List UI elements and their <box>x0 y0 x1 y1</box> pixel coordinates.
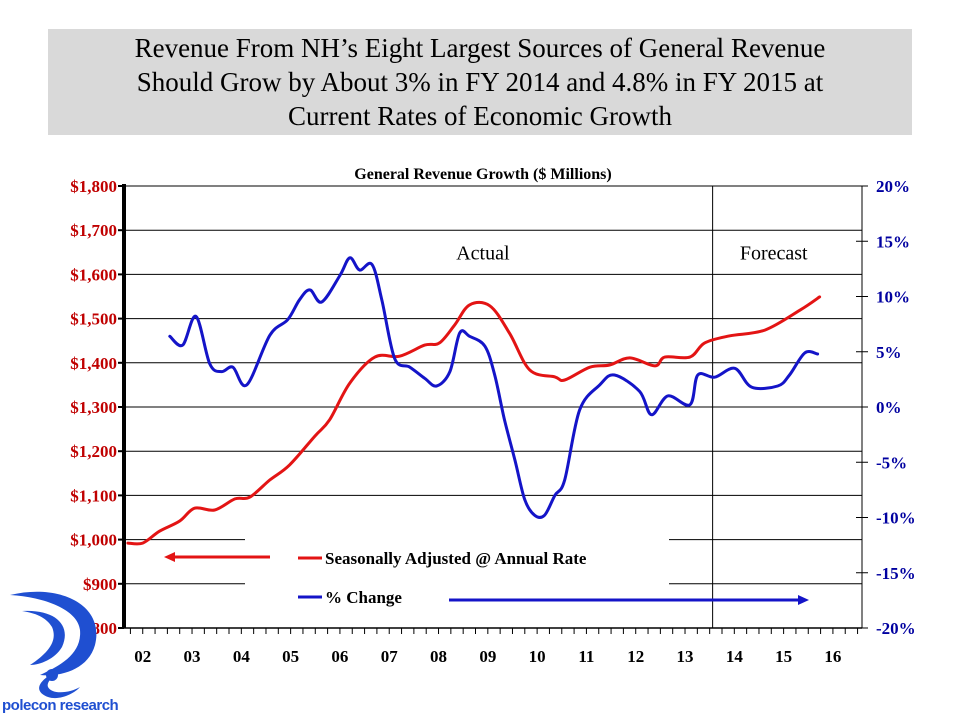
left-arrow-head-icon <box>164 552 175 562</box>
legend-background-group <box>245 528 669 616</box>
polecon-logo-icon <box>10 591 97 699</box>
tick-labels: $800$900$1,000$1,100$1,200$1,300$1,400$1… <box>70 177 915 666</box>
x-tick-label: 07 <box>381 647 399 666</box>
y-left-tick-label: $1,700 <box>70 221 117 240</box>
x-tick-label: 08 <box>430 647 447 666</box>
y-right-tick-label: -20% <box>876 619 916 638</box>
annotation-forecast: Forecast <box>740 242 808 264</box>
slide-title-line-1: Revenue From NH’s Eight Largest Sources … <box>134 33 826 63</box>
x-tick-label: 10 <box>529 647 546 666</box>
x-tick-label: 06 <box>331 647 348 666</box>
legend-label-revenue: Seasonally Adjusted @ Annual Rate <box>325 549 587 568</box>
x-tick-label: 12 <box>627 647 644 666</box>
series-group <box>126 256 822 546</box>
legend-background <box>245 528 669 616</box>
x-tick-label: 13 <box>677 647 694 666</box>
series-line-revenue <box>126 295 822 546</box>
y-right-tick-label: 0% <box>876 398 902 417</box>
y-right-tick-label: 15% <box>876 232 910 251</box>
x-tick-label: 04 <box>233 647 251 666</box>
x-tick-label: 15 <box>775 647 792 666</box>
x-tick-label: 09 <box>479 647 496 666</box>
right-arrow-head-icon <box>798 595 809 605</box>
y-left-tick-label: $900 <box>83 575 117 594</box>
y-left-tick-label: $1,400 <box>70 354 117 373</box>
slide-title-line-2: Should Grow by About 3% in FY 2014 and 4… <box>136 67 824 97</box>
y-left-tick-label: $1,000 <box>70 531 117 550</box>
x-tick-label: 14 <box>726 647 744 666</box>
legend: Seasonally Adjusted @ Annual Rate % Chan… <box>164 549 809 607</box>
y-left-tick-label: $1,600 <box>70 265 117 284</box>
logo-text: polecon research <box>2 697 119 714</box>
y-right-tick-label: -15% <box>876 564 916 583</box>
x-tick-label: 03 <box>184 647 201 666</box>
slide-title: Revenue From NH’s Eight Largest Sources … <box>48 29 912 135</box>
y-right-tick-label: -5% <box>876 453 907 472</box>
y-left-tick-label: $1,300 <box>70 398 117 417</box>
annotation-actual: Actual <box>456 242 510 264</box>
x-tick-label: 02 <box>134 647 151 666</box>
legend-label-pct-change: % Change <box>325 588 402 607</box>
x-tick-label: 16 <box>824 647 841 666</box>
y-right-tick-label: -10% <box>876 509 916 528</box>
x-tick-label: 11 <box>578 647 594 666</box>
chart-title: General Revenue Growth ($ Millions) <box>354 166 611 183</box>
y-right-tick-label: 5% <box>876 343 902 362</box>
y-left-tick-label: $1,100 <box>70 486 117 505</box>
x-tick-label: 05 <box>282 647 299 666</box>
y-right-tick-label: 20% <box>876 177 910 196</box>
y-left-tick-label: $1,200 <box>70 442 117 461</box>
axes <box>118 184 868 634</box>
slide-title-line-3: Current Rates of Economic Growth <box>288 101 672 131</box>
series-line-pct-change <box>168 256 820 520</box>
y-left-tick-label: $1,500 <box>70 310 117 329</box>
y-right-tick-label: 10% <box>876 288 910 307</box>
y-left-tick-label: $1,800 <box>70 177 117 196</box>
